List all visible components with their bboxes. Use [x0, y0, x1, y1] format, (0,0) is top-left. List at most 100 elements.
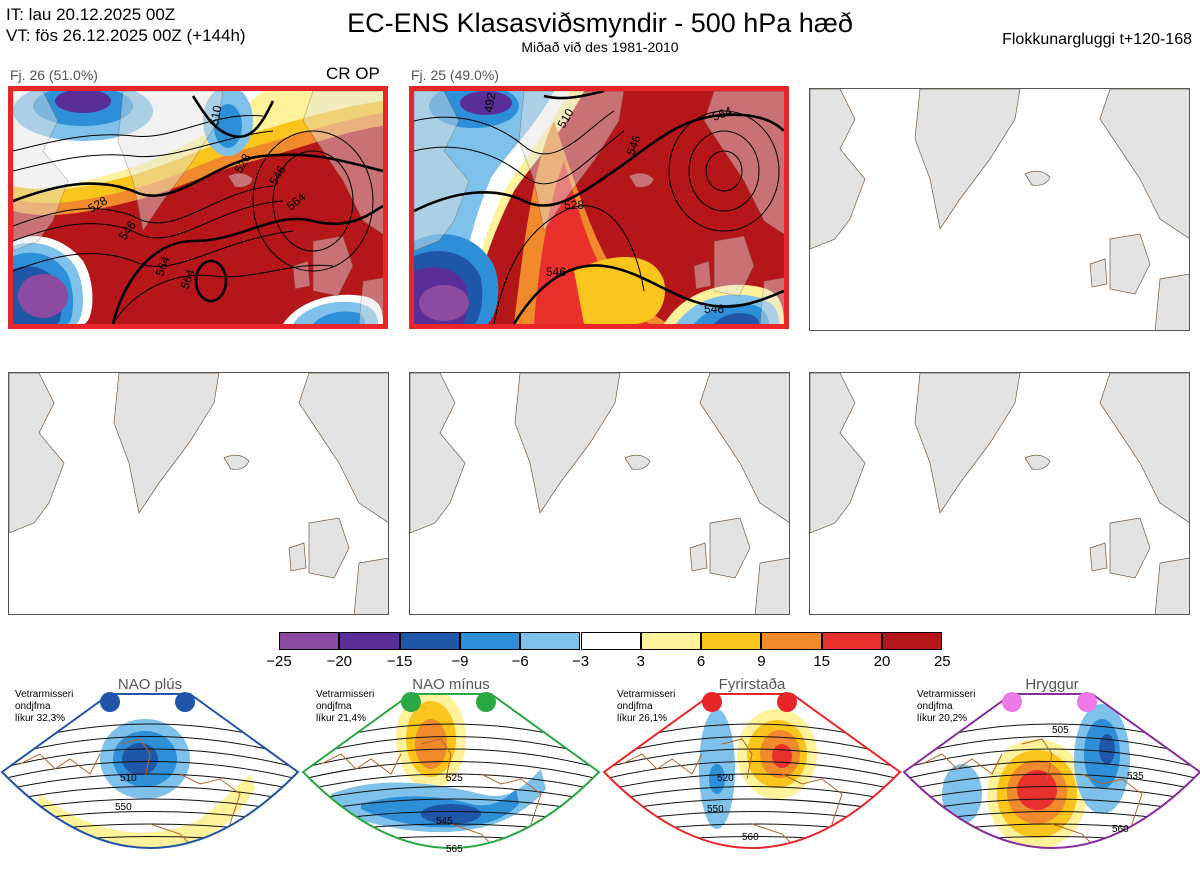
anomaly-shading: [1012, 849, 1042, 859]
regime-info-line: Vetrarmisseri: [917, 689, 976, 700]
regime-map[interactable]: 525 545 565: [301, 684, 601, 874]
contour-label: 528: [564, 198, 584, 212]
colorbar-tick-label: 25: [933, 653, 951, 670]
classification-window: Flokkunargluggi t+120-168: [1002, 31, 1192, 48]
contour-label: 492: [481, 91, 498, 113]
colorbar-segment: [882, 632, 943, 650]
colorbar-tick-label: 3: [636, 653, 645, 670]
cluster-panel-5: [409, 372, 790, 615]
regime-map[interactable]: 520 550 560: [602, 684, 902, 874]
height-contour: [904, 748, 1200, 772]
regime-marker-dot: [401, 692, 421, 712]
regime-title: Hryggur: [1025, 676, 1079, 693]
chart-title: EC-ENS Klasasviðsmyndir - 500 hPa hæð: [347, 8, 853, 38]
contour-label: 564: [178, 267, 198, 291]
colorbar-tick-label: −3: [571, 653, 590, 670]
height-contour: [2, 786, 298, 805]
colorbar-tick-label: 6: [696, 653, 706, 670]
regime-marker-dot: [175, 692, 195, 712]
empty-map-6: [810, 373, 1189, 614]
colorbar-tick-label: −25: [266, 653, 292, 670]
regime-contour-label: 565: [446, 844, 463, 855]
regime-info-line: líkur 20,2%: [917, 713, 968, 724]
cluster-map-2: 510 528 546 564 546 546 564 492: [414, 91, 784, 324]
colorbar-tick-label: 15: [813, 653, 831, 670]
regime-info-line: líkur 26,1%: [617, 713, 668, 724]
regime-contour-label: 520: [717, 773, 734, 784]
height-contour: [2, 748, 298, 772]
contour-label: 546: [546, 265, 566, 279]
colorbar-segment: [701, 632, 762, 650]
empty-map-4: [9, 373, 388, 614]
regime-marker-dot: [777, 692, 797, 712]
regime-marker-dot: [1077, 692, 1097, 712]
cluster-panel-4: [8, 372, 389, 615]
colorbar-tick-label: −6: [511, 653, 529, 670]
regime-map[interactable]: 505 535 560: [902, 684, 1200, 874]
colorbar-segment: [520, 632, 581, 650]
empty-map-5: [410, 373, 789, 614]
contour-label: 564: [710, 104, 734, 124]
colorbar-tick-label: 9: [757, 653, 766, 670]
colorbar-tick-label: −15: [386, 653, 413, 670]
regime-info: Vetrarmisseri ondjfma líkur 32,3%: [15, 689, 73, 725]
header-info: IT: lau 20.12.2025 00Z VT: fös 26.12.202…: [6, 4, 246, 46]
initial-time: IT: lau 20.12.2025 00Z: [6, 5, 176, 24]
colorbar-segment: [640, 632, 702, 650]
colorbar: −25 −20 −15 −9 −6 −3 3 6 9 15 20 25: [266, 632, 951, 672]
anomaly-shading: [1017, 770, 1057, 810]
height-contour: [604, 761, 900, 783]
regime-marker-dot: [100, 692, 120, 712]
regime-title: NAO plús: [117, 676, 183, 693]
regime-info-line: ondjfma: [917, 701, 953, 712]
cluster-panel-1[interactable]: 528 546 564 510 528 546 564 564: [8, 86, 388, 329]
cluster-panel-2[interactable]: 510 528 546 564 546 546 564 492: [409, 86, 789, 329]
cluster-map-1: 528 546 564 510 528 546 564 564: [13, 91, 383, 324]
coastline: [921, 738, 1153, 848]
regime-contour-label: 505: [1052, 725, 1069, 736]
regime-info-line: ondjfma: [617, 701, 653, 712]
coastline: [19, 738, 251, 848]
regime-outline: [301, 693, 601, 849]
regime-contour-label: 560: [1112, 824, 1129, 835]
regime-info-line: líkur 32,3%: [15, 713, 66, 724]
height-contour: [904, 773, 1200, 794]
colorbar-segment: [580, 632, 641, 650]
regime-info-line: ondjfma: [316, 701, 352, 712]
regime-title: NAO mínus: [412, 676, 490, 693]
height-contour: [2, 761, 298, 783]
height-contour: [2, 773, 298, 794]
colorbar-segment: [279, 632, 340, 650]
regime-info-line: Vetrarmisseri: [316, 689, 375, 700]
regime-contour-label: 510: [120, 773, 137, 784]
colorbar-segment: [761, 632, 822, 650]
contour-label: 564: [153, 254, 173, 278]
regime-outline: [602, 693, 902, 849]
cluster-panel-3: [809, 88, 1190, 331]
regime-outline: [0, 693, 300, 849]
contour-label: 546: [624, 133, 644, 157]
height-contour: [904, 761, 1200, 783]
regime-info: Vetrarmisseri ondjfma líkur 26,1%: [617, 689, 675, 725]
height-contour: [604, 773, 900, 794]
height-contour: [604, 786, 900, 805]
regime-map[interactable]: 510 550: [0, 684, 300, 874]
colorbar-tick-label: 20: [873, 653, 891, 670]
height-contour: [604, 748, 900, 772]
regime-marker-dot: [1002, 692, 1022, 712]
regime-contour-label: 550: [707, 804, 724, 815]
height-contour: [303, 786, 599, 805]
height-contour: [303, 773, 599, 794]
anomaly-shading: [772, 744, 792, 768]
regime-info-line: líkur 21,4%: [316, 713, 367, 724]
empty-map-3: [810, 89, 1189, 330]
regime-contour-label: 525: [446, 773, 463, 784]
contour-label: 546: [704, 302, 724, 316]
regime-contour-label: 550: [115, 802, 132, 813]
colorbar-tick-label: −20: [326, 653, 353, 670]
regime-contour-label: 545: [436, 816, 453, 827]
height-contour: [904, 786, 1200, 805]
chart-subtitle: Miðað við des 1981-2010: [521, 39, 679, 55]
cluster-1-tag: CR OP: [326, 64, 380, 83]
regime-info-line: ondjfma: [15, 701, 51, 712]
